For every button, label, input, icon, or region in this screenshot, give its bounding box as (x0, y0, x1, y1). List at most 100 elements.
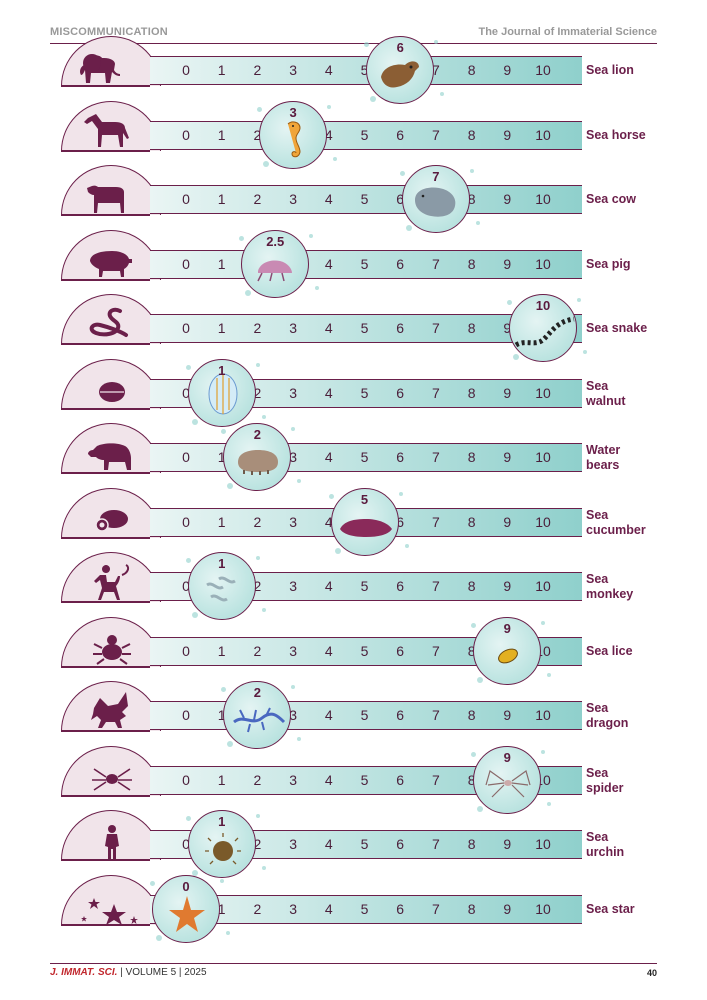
monkey-icon (94, 564, 130, 600)
scale-bar: 012345678910 (150, 443, 582, 472)
scale-bar: 012345678910 (150, 121, 582, 150)
scale-tick-label: 9 (503, 449, 512, 465)
scale-tick-label: 1 (217, 320, 226, 336)
scale-tick-label: 5 (360, 901, 369, 917)
creature-name-line: Sea cow (586, 192, 637, 206)
scale-tick-label: 8 (467, 191, 476, 207)
scale-tick-label: 6 (396, 901, 405, 917)
scale-tick-label: 2 (253, 320, 262, 336)
score-marker: 0 (152, 875, 220, 943)
land-animal-dome (61, 294, 161, 344)
dome-baseline (61, 924, 150, 926)
creature-name: Sea star (586, 902, 635, 917)
decorative-bubble (255, 363, 260, 367)
decorative-bubble (547, 673, 552, 677)
spider-icon (92, 768, 132, 791)
scale-tick-label: 5 (360, 772, 369, 788)
dome-baseline (61, 150, 150, 152)
scale-tick-label: 6 (396, 836, 405, 852)
scale-tick-label: 10 (535, 514, 551, 530)
scale-tick-label: 7 (431, 707, 440, 723)
score-label: 5 (360, 492, 369, 507)
score-label: 1 (218, 363, 226, 378)
scale-tick-label: 9 (503, 320, 512, 336)
land-animal-dome (61, 681, 161, 731)
scale-tick-label: 5 (360, 191, 369, 207)
scale-tick-label: 9 (503, 514, 512, 530)
decorative-bubble (185, 365, 191, 370)
scale-tick-label: 8 (467, 514, 476, 530)
decorative-bubble (255, 556, 260, 560)
journal-title: The Journal of Immaterial Science (478, 26, 657, 38)
creature-name-line: dragon (586, 716, 629, 730)
scale-tick-label: 0 (182, 127, 190, 143)
score-label: 9 (503, 750, 511, 765)
scale-tick-label: 7 (431, 514, 440, 530)
decorative-bubble (291, 427, 296, 431)
scale-tick-label: 2 (253, 901, 262, 917)
scale-tick-label: 5 (360, 385, 369, 401)
creature-name-line: Sea pig (586, 257, 631, 271)
volume-year: | VOLUME 5 | 2025 (117, 967, 207, 978)
scale-tick-label: 0 (182, 320, 190, 336)
scale-tick-label: 5 (360, 836, 369, 852)
dome-baseline (61, 795, 150, 797)
decorative-bubble (239, 236, 245, 241)
scale-tick-label: 2 (253, 62, 262, 78)
scale-tick-label: 9 (503, 836, 512, 852)
scale-tick-label: 6 (396, 772, 405, 788)
score-label: 1 (218, 814, 226, 829)
scale-tick-label: 8 (467, 578, 476, 594)
creature-name-line: Sea snake (586, 321, 648, 335)
creature-name-line: bears (586, 458, 620, 472)
scale-tick-label: 0 (182, 62, 190, 78)
dome-baseline (61, 343, 150, 345)
scale-tick-label: 4 (324, 320, 333, 336)
score-marker: 9 (473, 617, 542, 685)
scale-tick-label: 3 (289, 836, 297, 852)
score-marker: 7 (401, 165, 470, 233)
creature-name-line: Sea lice (586, 644, 633, 658)
scale-tick-label: 7 (431, 256, 440, 272)
scale-tick-label: 10 (535, 901, 551, 917)
land-animal-dome (61, 230, 161, 280)
decorative-bubble (577, 298, 581, 302)
scale-tick-label: 8 (467, 449, 476, 465)
scale-tick-label: 8 (467, 62, 476, 78)
land-animal-dome (61, 359, 161, 409)
child-icon (105, 825, 119, 859)
decorative-bubble (261, 866, 266, 870)
decorative-bubble (156, 935, 162, 941)
decorative-bubble (191, 612, 198, 618)
scale-tick-label: 9 (503, 62, 512, 78)
scale-tick-label: 6 (396, 707, 405, 723)
decorative-bubble (261, 608, 266, 612)
dome-baseline (61, 859, 150, 861)
scale-tick-label: 3 (289, 707, 297, 723)
scale-bar: 012345678910 (150, 250, 582, 279)
sea-spider-icon (485, 770, 531, 798)
decorative-bubble (547, 802, 552, 806)
land-animal-dome (61, 810, 161, 860)
scale-tick-label: 10 (535, 256, 551, 272)
scale-tick-label: 1 (217, 772, 226, 788)
dome-baseline (61, 730, 150, 732)
decorative-bubble (583, 350, 587, 354)
scale-tick-label: 1 (217, 191, 226, 207)
scale-tick-label: 10 (535, 836, 551, 852)
section-title: MISCOMMUNICATION (50, 26, 168, 38)
scale-tick-label: 4 (324, 127, 333, 143)
scale-tick-label: 4 (324, 707, 333, 723)
scale-tick-label: 6 (396, 127, 405, 143)
scale-tick-label: 6 (396, 385, 405, 401)
creature-name-line: urchin (586, 845, 625, 859)
creature-name-line: Sea (586, 508, 609, 522)
creature-name-line: cucumber (586, 523, 646, 537)
scale-tick-label: 10 (535, 707, 551, 723)
chart-row: 012345678910Waterbears2 (0, 423, 707, 491)
